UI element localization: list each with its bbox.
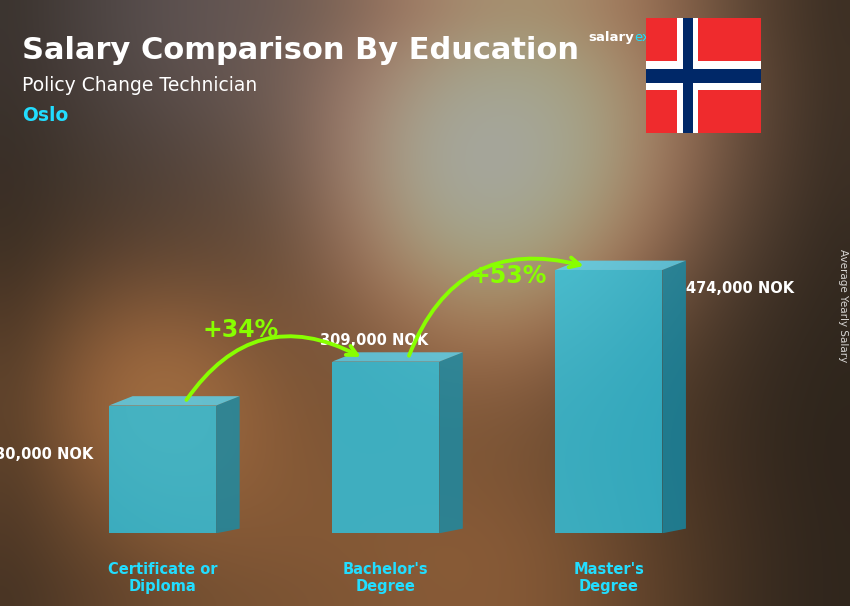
Text: Oslo: Oslo [22,106,68,125]
Text: .com: .com [697,31,729,44]
Polygon shape [216,396,240,533]
Bar [332,362,439,533]
Text: +53%: +53% [470,264,547,288]
Polygon shape [662,261,686,533]
Text: 230,000 NOK: 230,000 NOK [0,447,94,462]
Text: Certificate or
Diploma: Certificate or Diploma [108,562,218,594]
Bar [646,61,761,90]
Text: Master's
Degree: Master's Degree [574,562,644,594]
Text: +34%: +34% [202,318,279,342]
Polygon shape [439,352,462,533]
Text: Bachelor's
Degree: Bachelor's Degree [343,562,428,594]
Bar [646,68,761,83]
Polygon shape [332,352,462,362]
Text: Salary Comparison By Education: Salary Comparison By Education [22,36,579,65]
Bar [677,18,698,133]
Bar [683,18,693,133]
Text: Average Yearly Salary: Average Yearly Salary [838,250,848,362]
Bar [109,405,216,533]
Polygon shape [109,396,240,405]
Text: 474,000 NOK: 474,000 NOK [687,281,795,296]
Text: Policy Change Technician: Policy Change Technician [22,76,258,95]
Polygon shape [555,261,686,270]
Text: salary: salary [588,31,634,44]
Text: 309,000 NOK: 309,000 NOK [320,333,428,348]
Text: explorer: explorer [634,31,689,44]
Bar [555,270,662,533]
